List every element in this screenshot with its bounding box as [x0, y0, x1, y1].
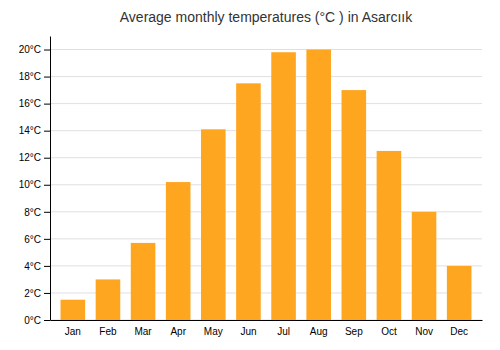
x-tick-label: May	[204, 326, 223, 337]
bar	[377, 151, 402, 320]
y-tick-label: 14°C	[19, 125, 41, 136]
x-tick: May	[204, 326, 223, 337]
y-tick-label: 6°C	[24, 234, 41, 245]
bar	[306, 50, 331, 320]
y-tick: 6°C	[24, 234, 50, 245]
x-tick: Sep	[345, 326, 363, 337]
y-tick: 4°C	[24, 261, 50, 272]
x-tick: Apr	[170, 326, 186, 337]
x-tick-label: Oct	[381, 326, 397, 337]
y-tick-mark	[44, 212, 50, 213]
y-tick-mark	[44, 185, 50, 186]
grid-line	[50, 49, 482, 50]
y-tick-label: 8°C	[24, 207, 41, 218]
bar	[447, 266, 472, 320]
y-tick-label: 12°C	[19, 152, 41, 163]
x-tick: Oct	[381, 326, 397, 337]
bar	[131, 243, 156, 320]
bar	[96, 279, 121, 320]
x-tick: Aug	[310, 326, 328, 337]
y-tick: 20°C	[19, 44, 50, 55]
y-tick: 10°C	[19, 179, 50, 190]
x-axis-line	[51, 320, 483, 321]
bar	[61, 300, 86, 320]
y-axis: 0°C 2°C 4°C 6°C 8°C 10°C 12°C 14°C 16°C 18°C 20°C	[19, 37, 51, 326]
x-tick-label: Feb	[99, 326, 117, 337]
y-tick-mark	[44, 158, 50, 159]
x-tick-label: Aug	[310, 326, 328, 337]
x-tick: Jun	[240, 326, 256, 337]
x-tick-label: Mar	[134, 326, 152, 337]
y-tick-mark	[44, 77, 50, 78]
x-tick: Nov	[415, 326, 433, 337]
bar	[412, 212, 437, 320]
bar	[166, 182, 191, 320]
chart: 0°C 2°C 4°C 6°C 8°C 10°C 12°C 14°C 16°C 18°C 20°C J…	[0, 0, 500, 350]
x-tick: Jul	[277, 326, 290, 337]
x-tick-label: Apr	[170, 326, 186, 337]
bar	[201, 129, 226, 320]
y-tick: 12°C	[19, 152, 50, 163]
x-tick: Dec	[450, 326, 468, 337]
x-tick: Jan	[65, 326, 81, 337]
x-tick: Feb	[99, 326, 117, 337]
bar	[271, 52, 296, 320]
bars	[61, 50, 472, 320]
y-axis-line	[50, 37, 51, 321]
grid-line	[50, 76, 482, 77]
y-tick: 8°C	[24, 207, 50, 218]
grid	[50, 50, 482, 320]
y-tick: 0°C	[24, 315, 50, 326]
y-tick-label: 16°C	[19, 98, 41, 109]
y-tick-mark	[44, 104, 50, 105]
x-tick: Mar	[134, 326, 152, 337]
plot: 0°C 2°C 4°C 6°C 8°C 10°C 12°C 14°C 16°C 18°C 20°C J…	[19, 37, 483, 338]
y-tick-mark	[44, 50, 50, 51]
y-tick: 18°C	[19, 71, 50, 82]
y-tick-label: 18°C	[19, 71, 41, 82]
x-tick-label: Dec	[450, 326, 468, 337]
x-tick-label: Jan	[65, 326, 81, 337]
x-axis: Jan Feb Mar Apr May Jun Jul Aug Sep Oct Nov Dec	[51, 321, 483, 338]
title: Average monthly temperatures (°C ) in As…	[120, 9, 413, 25]
y-tick-label: 0°C	[24, 315, 41, 326]
grid-line	[50, 103, 482, 104]
bar	[236, 83, 261, 320]
y-tick-mark	[44, 131, 50, 132]
y-tick: 16°C	[19, 98, 50, 109]
y-tick-mark	[44, 293, 50, 294]
grid-line	[50, 130, 482, 131]
x-tick-label: Jul	[277, 326, 290, 337]
grid-line	[50, 157, 482, 158]
bar	[342, 90, 367, 320]
x-tick-label: Sep	[345, 326, 363, 337]
y-tick-label: 10°C	[19, 179, 41, 190]
y-tick-mark	[44, 239, 50, 240]
y-tick-mark	[44, 266, 50, 267]
x-tick-label: Jun	[240, 326, 256, 337]
y-tick-mark	[44, 320, 50, 321]
y-tick-label: 20°C	[19, 44, 41, 55]
y-tick-label: 4°C	[24, 261, 41, 272]
y-tick: 14°C	[19, 125, 50, 136]
y-tick: 2°C	[24, 288, 50, 299]
grid-line	[50, 184, 482, 185]
x-tick-label: Nov	[415, 326, 433, 337]
y-tick-label: 2°C	[24, 288, 41, 299]
